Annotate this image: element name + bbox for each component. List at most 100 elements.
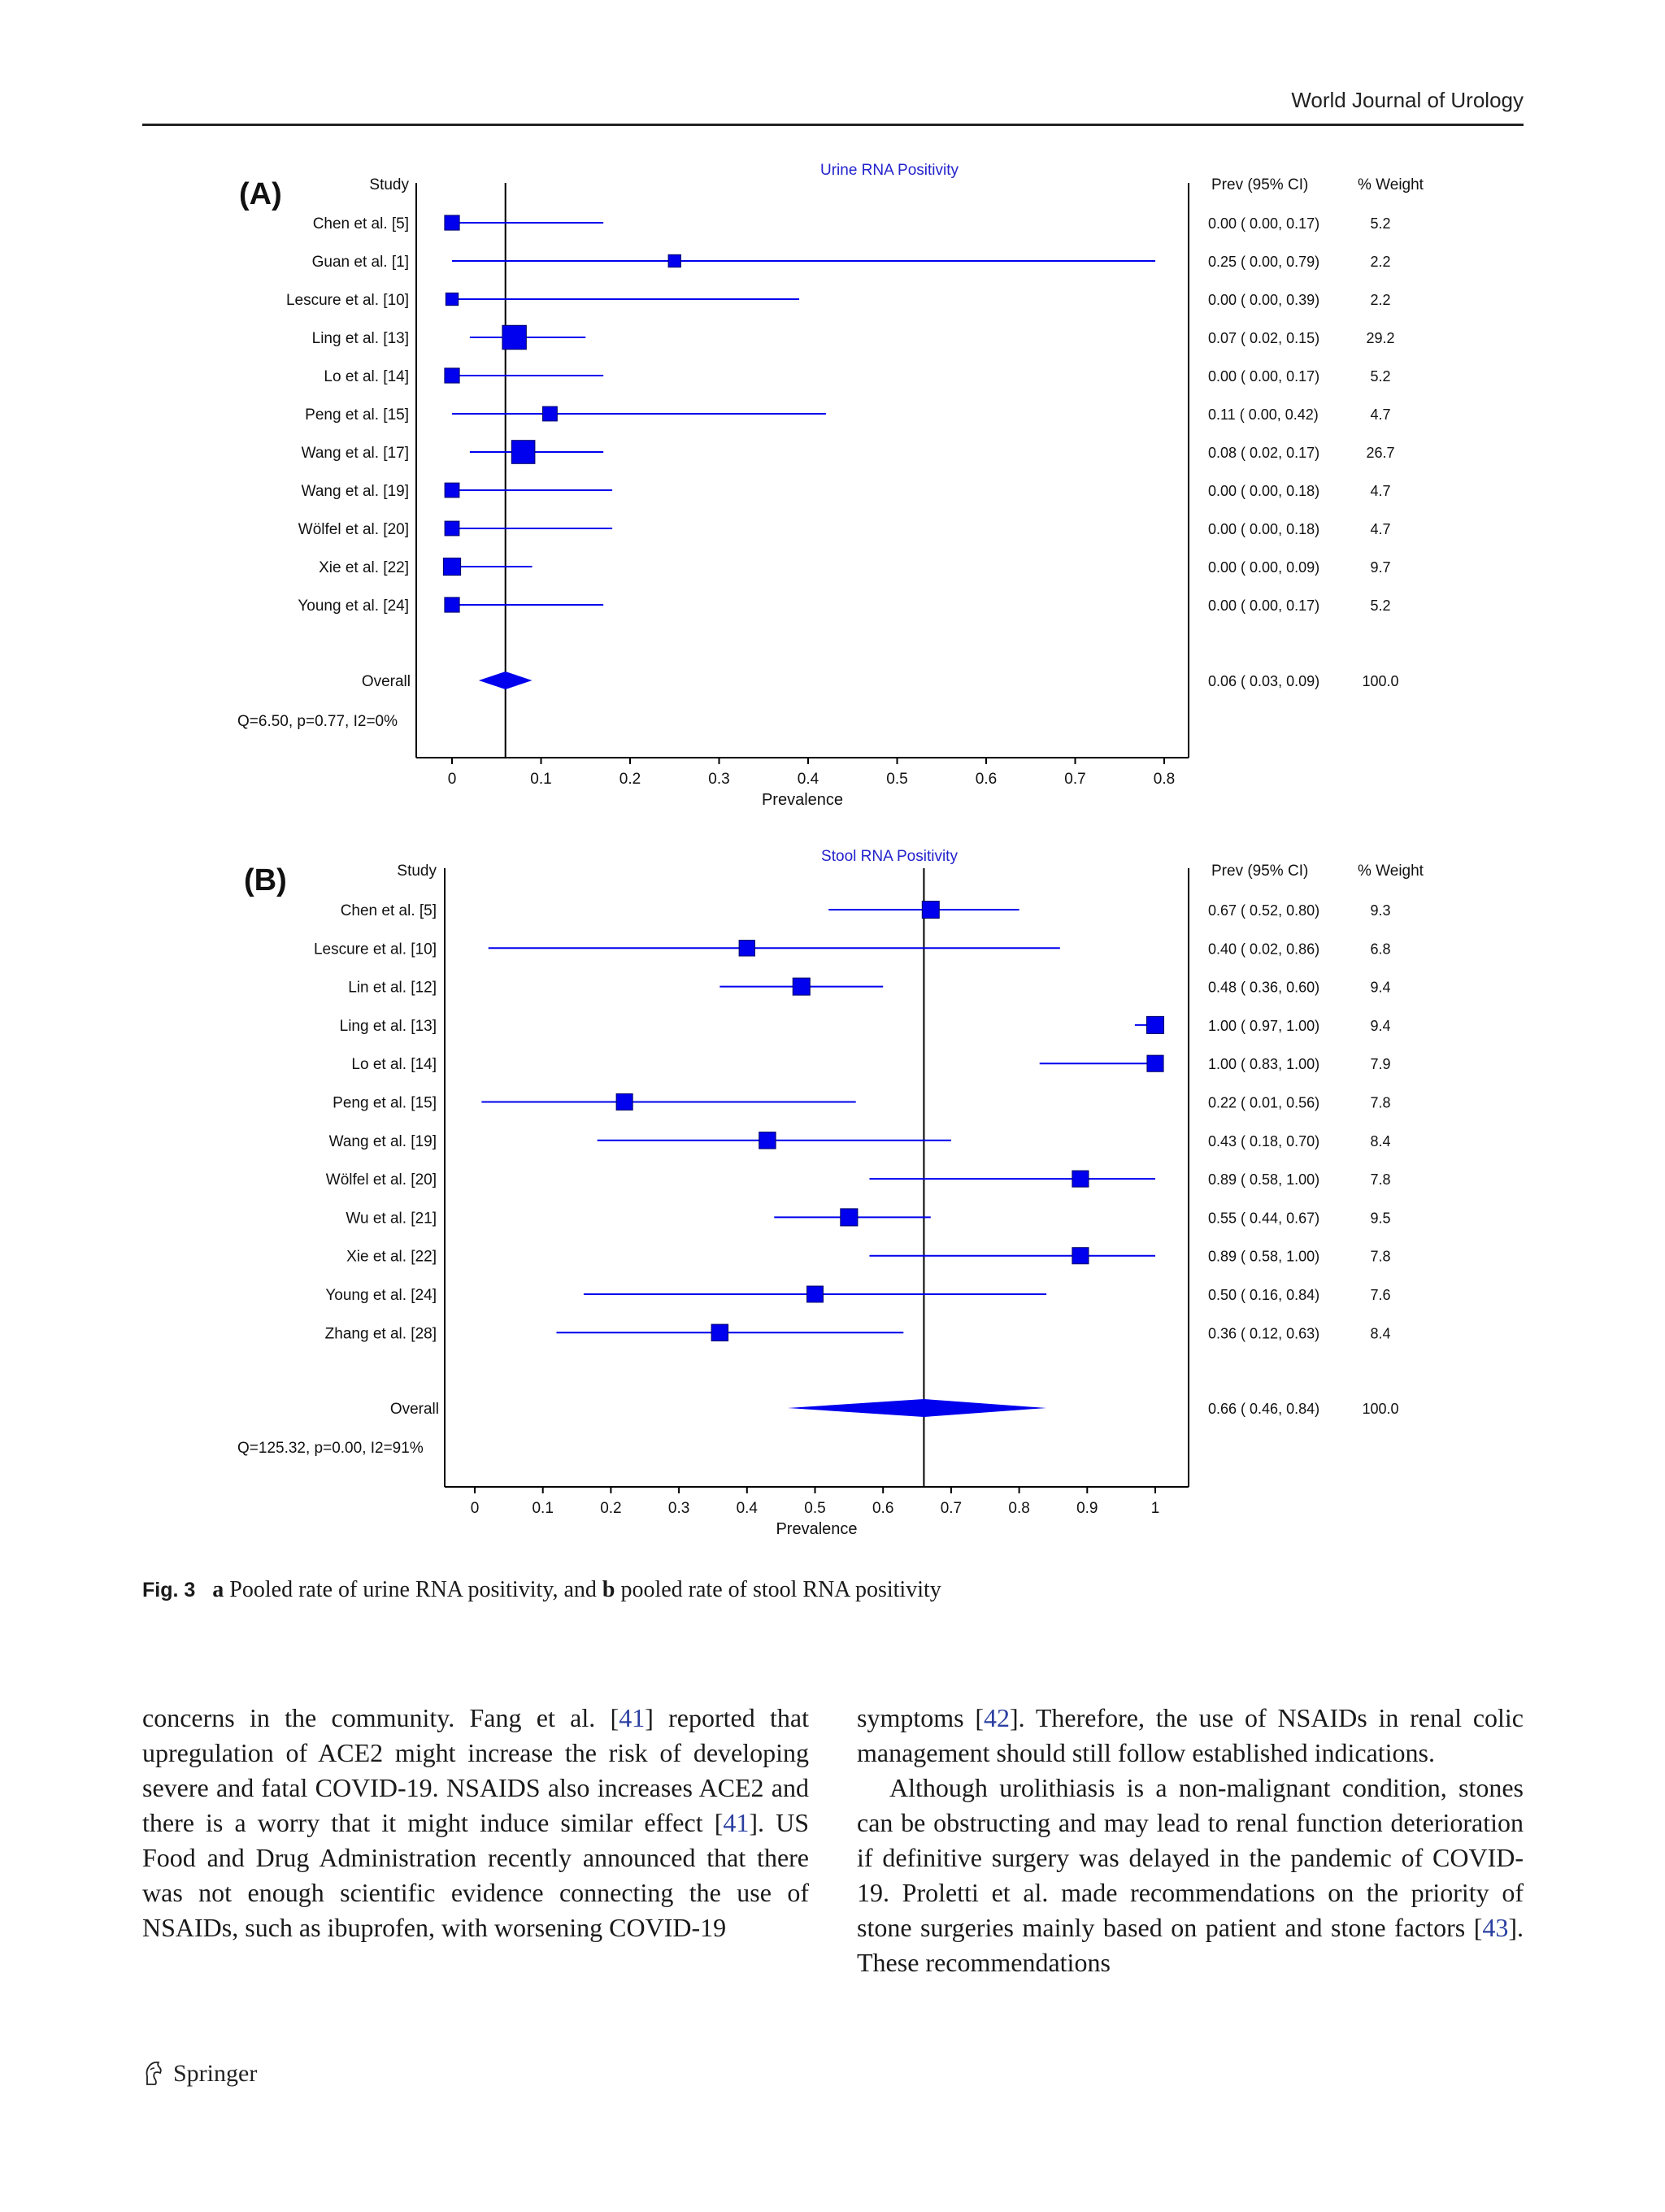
study-weight: 7.9 bbox=[1370, 1056, 1390, 1072]
x-tick-label: 0.1 bbox=[530, 771, 551, 788]
x-tick-label: 0.3 bbox=[668, 1500, 689, 1517]
study-label: Chen et al. [5] bbox=[313, 215, 409, 232]
study-weight: 4.7 bbox=[1370, 483, 1390, 499]
study-weight: 9.4 bbox=[1370, 980, 1390, 996]
study-prev-ci: 0.00 ( 0.00, 0.09) bbox=[1208, 559, 1319, 576]
study-estimate-marker bbox=[840, 1208, 859, 1227]
study-label: Peng et al. [15] bbox=[333, 1095, 437, 1112]
x-tick-label: 0.2 bbox=[619, 771, 641, 788]
column-header-study: Study bbox=[397, 863, 437, 880]
study-prev-ci: 0.25 ( 0.00, 0.79) bbox=[1208, 254, 1319, 270]
study-label: Xie et al. [22] bbox=[346, 1249, 437, 1266]
x-tick-label: 0.8 bbox=[1154, 771, 1175, 788]
study-label: Guan et al. [1] bbox=[312, 254, 409, 271]
study-prev-ci: 0.40 ( 0.02, 0.86) bbox=[1208, 941, 1319, 957]
x-tick-label: 0.3 bbox=[708, 771, 729, 788]
overall-prev-ci: 0.06 ( 0.03, 0.09) bbox=[1208, 673, 1319, 689]
study-weight: 9.3 bbox=[1370, 902, 1390, 919]
x-tick-label: 0 bbox=[471, 1500, 480, 1517]
study-label: Young et al. [24] bbox=[298, 598, 409, 615]
x-tick-label: 0.2 bbox=[600, 1500, 621, 1517]
x-tick-label: 0.5 bbox=[804, 1500, 825, 1517]
study-weight: 5.2 bbox=[1370, 368, 1390, 385]
study-prev-ci: 0.50 ( 0.16, 0.84) bbox=[1208, 1287, 1319, 1303]
study-weight: 7.8 bbox=[1370, 1249, 1390, 1265]
study-prev-ci: 0.55 ( 0.44, 0.67) bbox=[1208, 1210, 1319, 1226]
study-prev-ci: 0.00 ( 0.00, 0.18) bbox=[1208, 483, 1319, 499]
body-text: concerns in the community. Fang et al. [ bbox=[142, 1703, 619, 1732]
column-header-weight: % Weight bbox=[1358, 176, 1424, 193]
caption-b-letter: b bbox=[602, 1577, 615, 1602]
caption-a-letter: a bbox=[212, 1577, 224, 1602]
study-label: Xie et al. [22] bbox=[319, 559, 409, 576]
study-estimate-marker bbox=[542, 406, 558, 422]
study-prev-ci: 0.48 ( 0.36, 0.60) bbox=[1208, 980, 1319, 996]
study-weight: 9.7 bbox=[1370, 559, 1390, 576]
body-column-right: symptoms [42]. Therefore, the use of NSA… bbox=[857, 1701, 1524, 1980]
study-estimate-marker bbox=[444, 482, 460, 498]
study-label: Ling et al. [13] bbox=[312, 330, 409, 347]
study-prev-ci: 0.07 ( 0.02, 0.15) bbox=[1208, 330, 1319, 346]
x-tick-label: 0.5 bbox=[886, 771, 907, 788]
study-label: Peng et al. [15] bbox=[305, 406, 409, 424]
chart-title: Urine RNA Positivity bbox=[820, 162, 959, 179]
body-text: Although urolithiasis is a non-malignant… bbox=[857, 1773, 1524, 1942]
study-estimate-marker bbox=[444, 215, 460, 231]
study-prev-ci: 0.00 ( 0.00, 0.18) bbox=[1208, 521, 1319, 537]
citation-link[interactable]: 42 bbox=[984, 1703, 1010, 1732]
study-estimate-marker bbox=[445, 292, 459, 306]
overall-diamond bbox=[478, 671, 533, 689]
study-prev-ci: 1.00 ( 0.97, 1.00) bbox=[1208, 1018, 1319, 1034]
study-prev-ci: 0.22 ( 0.01, 0.56) bbox=[1208, 1095, 1319, 1111]
x-tick-label: 0.9 bbox=[1076, 1500, 1098, 1517]
x-tick-label: 0.7 bbox=[1064, 771, 1085, 788]
study-prev-ci: 0.43 ( 0.18, 0.70) bbox=[1208, 1133, 1319, 1149]
study-prev-ci: 0.89 ( 0.58, 1.00) bbox=[1208, 1171, 1319, 1188]
column-header-prev: Prev (95% CI) bbox=[1211, 863, 1308, 880]
caption-b-text: pooled rate of stool RNA positivity bbox=[615, 1577, 941, 1602]
study-prev-ci: 0.00 ( 0.00, 0.17) bbox=[1208, 215, 1319, 232]
study-label: Lo et al. [14] bbox=[351, 1056, 437, 1073]
study-label: Wang et al. [19] bbox=[329, 1133, 437, 1150]
study-prev-ci: 0.00 ( 0.00, 0.39) bbox=[1208, 292, 1319, 308]
citation-link[interactable]: 41 bbox=[619, 1703, 646, 1732]
column-header-study: Study bbox=[369, 176, 409, 193]
x-tick-label: 0.6 bbox=[872, 1500, 893, 1517]
study-prev-ci: 0.11 ( 0.00, 0.42) bbox=[1208, 406, 1319, 423]
study-weight: 26.7 bbox=[1366, 445, 1394, 461]
study-prev-ci: 0.89 ( 0.58, 1.00) bbox=[1208, 1249, 1319, 1265]
caption-a-text: Pooled rate of urine RNA positivity, and bbox=[224, 1577, 602, 1602]
figure-caption: Fig. 3 a Pooled rate of urine RNA positi… bbox=[142, 1577, 941, 1603]
study-weight: 5.2 bbox=[1370, 215, 1390, 232]
study-label: Lin et al. [12] bbox=[348, 980, 437, 997]
study-label: Lescure et al. [10] bbox=[286, 292, 409, 309]
study-label: Lo et al. [14] bbox=[324, 368, 409, 385]
body-text: ]. Therefore, the use of NSAIDs in renal… bbox=[857, 1703, 1524, 1767]
study-estimate-marker bbox=[1146, 1054, 1164, 1072]
body-column-left: concerns in the community. Fang et al. [… bbox=[142, 1701, 809, 1945]
study-weight: 7.8 bbox=[1370, 1095, 1390, 1111]
body-text: ] reported that upregulation of ACE2 mig… bbox=[142, 1703, 810, 1837]
chart-title: Stool RNA Positivity bbox=[821, 848, 958, 865]
x-tick-label: 0.4 bbox=[798, 771, 819, 788]
study-weight: 5.2 bbox=[1370, 598, 1390, 614]
study-estimate-marker bbox=[792, 977, 811, 996]
study-weight: 8.4 bbox=[1370, 1133, 1390, 1149]
x-tick-label: 1 bbox=[1151, 1500, 1160, 1517]
citation-link[interactable]: 43 bbox=[1482, 1913, 1509, 1942]
heterogeneity-stat: Q=125.32, p=0.00, I2=91% bbox=[237, 1440, 424, 1457]
study-prev-ci: 0.08 ( 0.02, 0.17) bbox=[1208, 445, 1319, 461]
column-header-weight: % Weight bbox=[1358, 863, 1424, 880]
study-weight: 2.2 bbox=[1370, 254, 1390, 270]
study-label: Lescure et al. [10] bbox=[314, 941, 437, 958]
study-weight: 8.4 bbox=[1370, 1325, 1390, 1341]
study-label: Wang et al. [17] bbox=[302, 445, 409, 462]
study-weight: 4.7 bbox=[1370, 521, 1390, 537]
figure-number: Fig. 3 bbox=[142, 1579, 196, 1601]
study-label: Wang et al. [19] bbox=[302, 483, 409, 500]
study-estimate-marker bbox=[502, 324, 527, 350]
study-estimate-marker bbox=[444, 597, 460, 613]
study-estimate-marker bbox=[1072, 1247, 1089, 1265]
x-tick-label: 0.8 bbox=[1008, 1500, 1029, 1517]
citation-link[interactable]: 41 bbox=[723, 1808, 750, 1837]
